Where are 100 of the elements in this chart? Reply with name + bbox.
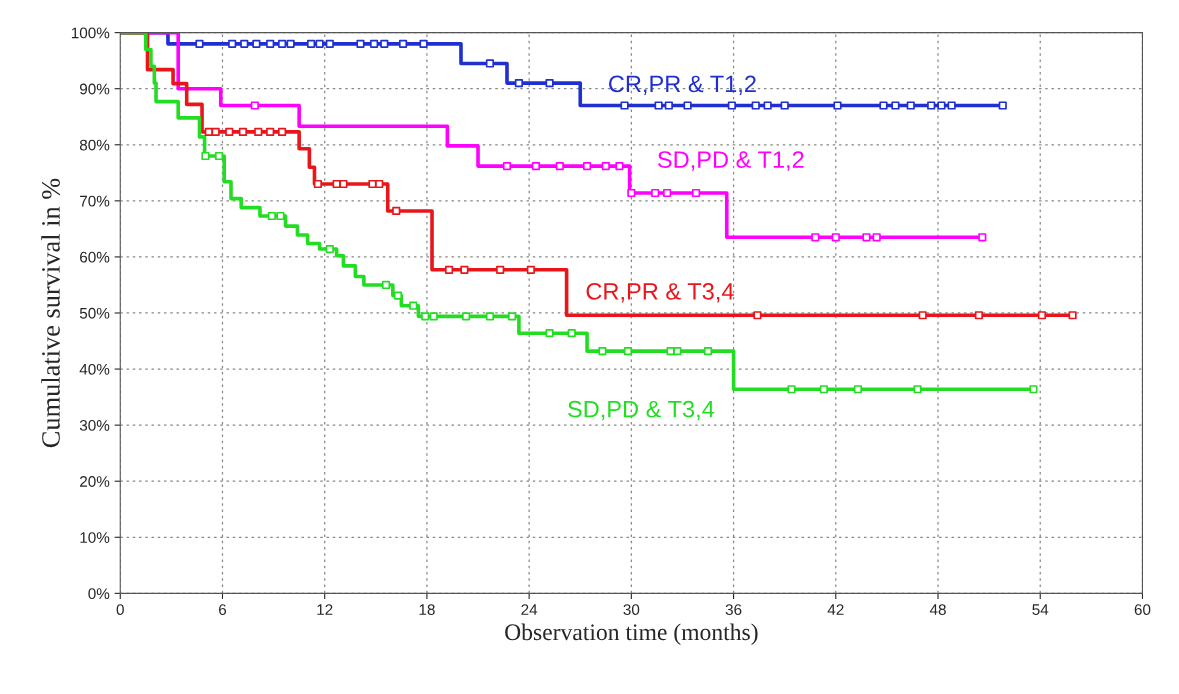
point	[623, 347, 633, 356]
point	[913, 385, 922, 394]
point	[601, 161, 610, 171]
point	[937, 101, 946, 110]
point	[531, 161, 541, 171]
point	[325, 39, 334, 48]
point	[201, 151, 210, 161]
point	[891, 101, 900, 110]
point	[620, 101, 629, 110]
y-tick-label: 60%	[80, 251, 110, 263]
y-tick-label: 10%	[80, 532, 110, 543]
y-axis-title: Cumulative survival in %	[41, 178, 60, 448]
point	[1037, 311, 1047, 320]
x-tick-label: 42	[827, 604, 844, 615]
x-tick-label: 60	[1134, 604, 1151, 616]
point	[663, 188, 672, 198]
x-axis-title: Observation time (months)	[505, 623, 758, 645]
point	[252, 39, 261, 48]
point	[325, 244, 334, 254]
point	[496, 265, 505, 274]
point	[225, 127, 234, 136]
point	[1068, 311, 1077, 320]
point	[398, 39, 408, 48]
point	[582, 161, 592, 171]
point	[978, 233, 987, 242]
point	[780, 101, 789, 110]
y-tick-label: 30%	[79, 420, 110, 431]
point	[392, 206, 401, 216]
point	[393, 291, 403, 300]
x-tick-label: 54	[1032, 604, 1049, 616]
point	[651, 188, 660, 198]
point	[853, 385, 863, 394]
point	[421, 312, 430, 321]
point	[683, 101, 692, 110]
point	[692, 188, 701, 198]
point	[947, 101, 956, 110]
x-tick-label: 48	[929, 604, 946, 616]
point	[974, 311, 983, 320]
point	[753, 311, 762, 320]
point	[819, 385, 828, 394]
point	[240, 39, 249, 48]
point	[763, 101, 772, 110]
point	[998, 101, 1007, 110]
point	[879, 101, 888, 110]
point	[862, 233, 871, 242]
point	[419, 39, 428, 48]
point	[927, 101, 936, 110]
point	[567, 329, 576, 338]
point	[266, 39, 275, 48]
point	[485, 59, 495, 68]
point	[462, 312, 471, 321]
point	[429, 312, 438, 321]
point	[375, 179, 384, 189]
series-label: CR,PR & T3,4	[586, 282, 734, 303]
y-tick-label: 20%	[80, 476, 110, 487]
x-tick-label: 12	[317, 604, 333, 615]
point	[278, 39, 287, 48]
point	[266, 127, 275, 136]
x-tick-label: 0	[116, 604, 124, 616]
x-tick-label: 36	[725, 604, 742, 616]
point	[811, 233, 820, 242]
point	[615, 161, 624, 171]
point	[267, 211, 276, 221]
point	[787, 385, 796, 394]
point	[370, 39, 379, 48]
point	[918, 311, 927, 320]
point	[627, 188, 636, 198]
point	[1029, 385, 1038, 394]
x-tick-label: 6	[219, 604, 227, 616]
series-label: SD,PD & T3,4	[568, 400, 715, 421]
point	[214, 151, 224, 161]
point	[654, 101, 663, 110]
point	[195, 39, 204, 48]
point	[508, 312, 517, 321]
point	[664, 101, 673, 110]
point	[254, 127, 263, 136]
point	[315, 39, 324, 48]
x-tick-label: 24	[521, 604, 538, 615]
point	[339, 179, 348, 189]
point	[211, 127, 220, 136]
point	[872, 233, 881, 242]
y-tick-label: 70%	[80, 195, 110, 207]
point	[380, 39, 389, 48]
point	[727, 101, 736, 110]
point	[502, 161, 512, 171]
point	[460, 265, 469, 274]
point	[598, 347, 607, 356]
y-tick-label: 40%	[79, 363, 110, 375]
y-tick-label: 90%	[79, 83, 110, 95]
point	[356, 39, 365, 48]
y-tick-label: 80%	[79, 139, 110, 151]
point	[673, 347, 682, 356]
point	[250, 101, 259, 110]
point	[485, 312, 495, 321]
point	[276, 211, 285, 221]
point	[703, 347, 713, 356]
point	[751, 101, 760, 110]
point	[313, 179, 322, 189]
point	[514, 78, 524, 88]
point	[306, 39, 316, 48]
